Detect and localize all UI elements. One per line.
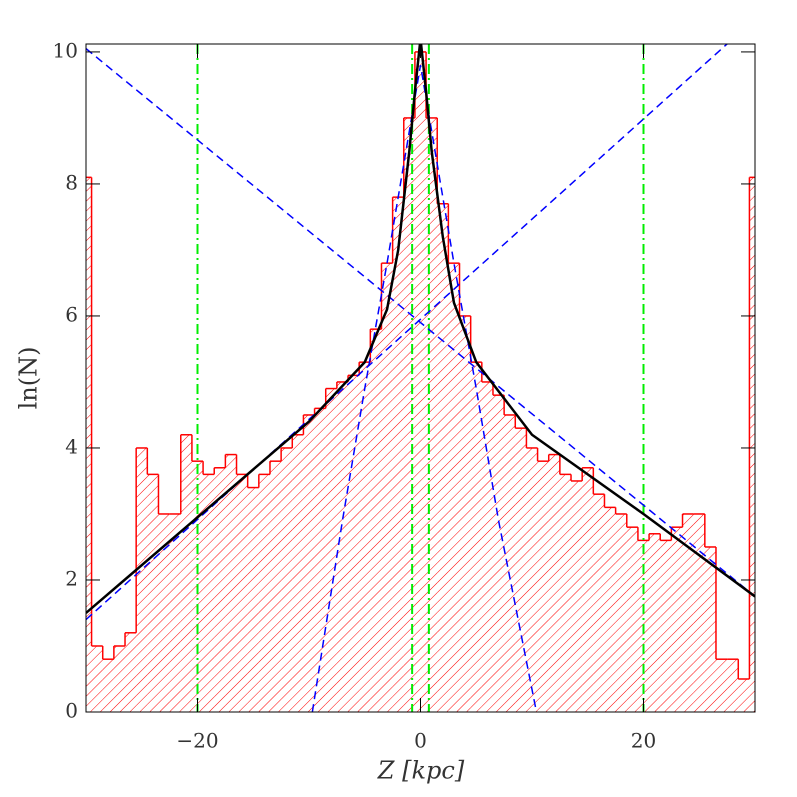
histogram-bin (693, 513, 705, 712)
histogram-bin (292, 434, 304, 712)
histogram-bin (715, 659, 728, 712)
histogram-bin (537, 461, 549, 712)
histogram-bin (236, 474, 248, 712)
histogram-bin (247, 487, 259, 712)
histogram-bin (314, 408, 326, 712)
histogram-bin (147, 474, 159, 712)
histogram-bin (582, 467, 594, 712)
histogram-bin (459, 315, 471, 712)
histogram-bin (359, 362, 371, 712)
histogram-bin (414, 51, 427, 712)
histogram-bin (749, 177, 755, 712)
histogram-bin (738, 678, 750, 712)
histogram-bin (526, 447, 538, 712)
histogram-bin (403, 117, 415, 712)
histogram-bin (225, 454, 237, 712)
histogram-bin (515, 428, 527, 712)
histogram-bin (437, 203, 449, 712)
histogram-bin (615, 513, 627, 712)
histogram-bin (481, 381, 493, 712)
histogram-bin (381, 263, 393, 712)
histogram-bin (626, 527, 638, 712)
y-tick-label: 6 (65, 302, 78, 326)
histogram-bin (214, 467, 226, 712)
histogram-bin (470, 362, 482, 712)
histogram-bin (671, 527, 683, 712)
component-curve (86, 44, 729, 621)
histogram-bin (113, 645, 126, 712)
histogram-bin (548, 454, 560, 712)
histogram-bin (303, 414, 315, 712)
histogram-bin (348, 375, 360, 712)
histogram-bin (86, 177, 92, 712)
histogram-bin (426, 117, 438, 712)
histogram-bin (504, 414, 516, 712)
histogram-bin (102, 659, 114, 712)
histogram-bin (91, 645, 103, 712)
histogram-bin (258, 474, 270, 712)
histogram-bin (704, 546, 716, 712)
x-tick-label: 0 (414, 729, 427, 753)
y-tick-label: 10 (53, 38, 78, 62)
histogram-bin (180, 434, 192, 712)
y-tick-label: 0 (65, 699, 78, 723)
histogram-bin (136, 447, 148, 712)
histogram-bin (325, 388, 337, 712)
histogram-bin (727, 659, 739, 712)
histogram-bin (649, 533, 661, 712)
histogram-bin (125, 632, 137, 712)
x-axis-label: Z [kpc] (377, 757, 465, 785)
histogram-bin (660, 540, 672, 712)
histogram-bin (492, 395, 505, 712)
histogram-bin (571, 480, 583, 712)
component-curve (311, 64, 538, 712)
histogram-bin (448, 263, 460, 712)
histogram-bin (269, 461, 282, 712)
histogram-bin (158, 513, 170, 712)
y-tick-label: 8 (65, 170, 78, 194)
plot-area (86, 44, 755, 712)
y-tick-label: 2 (65, 566, 78, 590)
histogram-bin (604, 507, 616, 712)
histogram-bin (203, 474, 215, 712)
y-axis-label: ln(N) (15, 347, 43, 410)
histogram-bin (169, 513, 181, 712)
y-tick-label: 4 (65, 434, 78, 458)
x-tick-label: 20 (631, 729, 656, 753)
model-curve (86, 44, 755, 614)
histogram-bin (336, 381, 349, 712)
histogram-bin (281, 447, 293, 712)
histogram-bin (682, 513, 694, 712)
histogram-bin (559, 474, 572, 712)
histogram-bin (392, 197, 404, 712)
component-curve (86, 48, 755, 598)
histogram-bin (593, 494, 605, 712)
x-tick-label: −20 (176, 729, 218, 753)
histogram-bin (370, 329, 382, 712)
